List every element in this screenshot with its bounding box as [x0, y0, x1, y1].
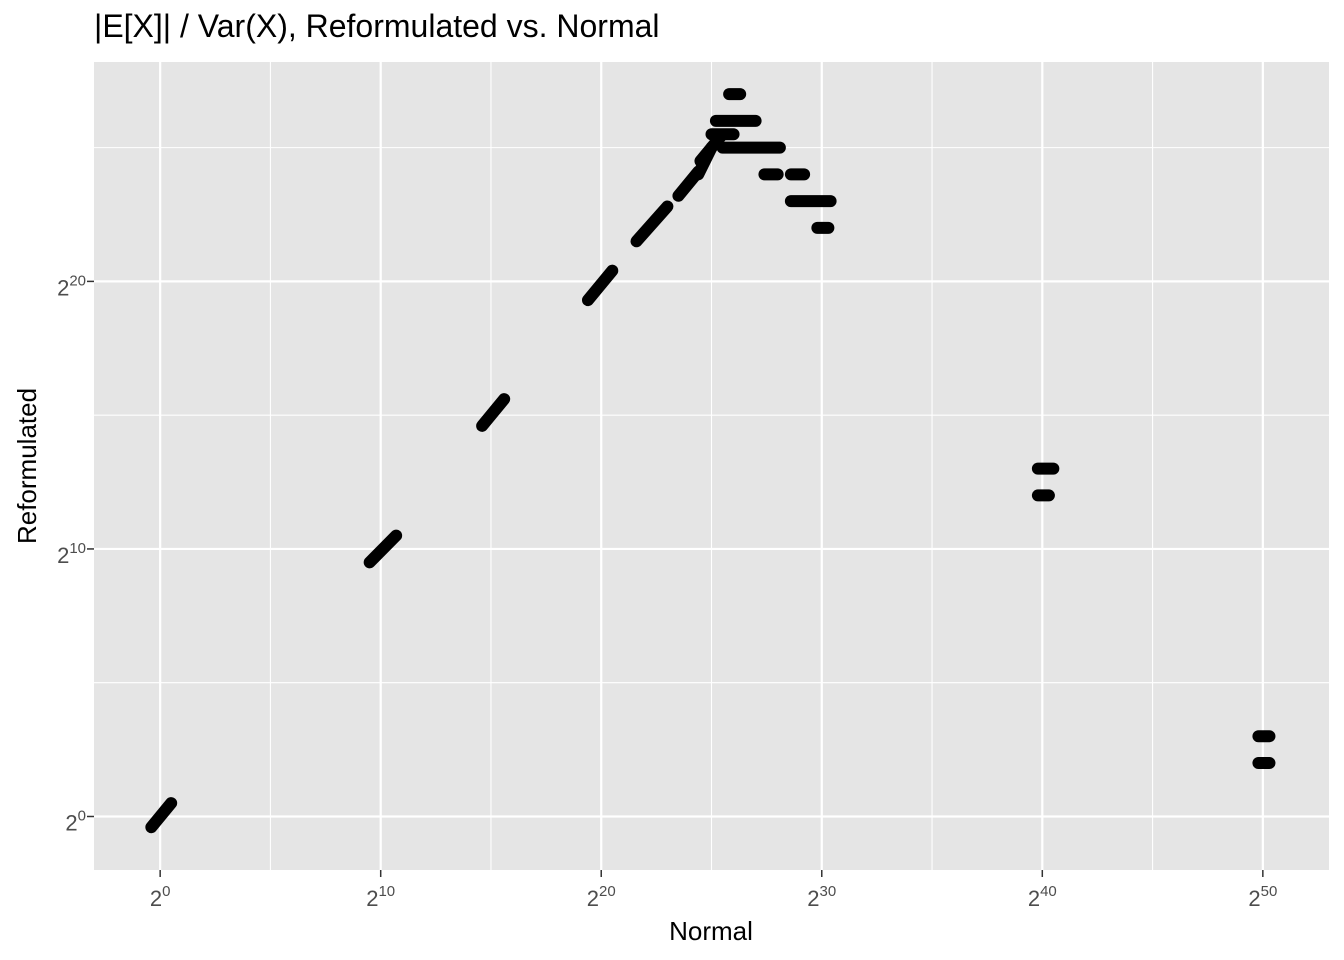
chart-title: |E[X]| / Var(X), Reformulated vs. Normal — [94, 8, 660, 44]
x-tick-label: 220 — [587, 883, 616, 911]
x-tick-label: 20 — [150, 883, 171, 911]
x-tick-label: 250 — [1248, 883, 1277, 911]
data-point-run — [582, 264, 619, 307]
x-tick-label: 210 — [366, 883, 395, 911]
data-point-run — [363, 529, 403, 569]
y-tick-label: 220 — [57, 272, 86, 300]
data-point-run — [630, 200, 674, 248]
axes: 20 210 220 230 240 250 20 210 220 — [57, 272, 1277, 911]
x-axis-title: Normal — [669, 916, 753, 946]
data-point-run — [694, 130, 727, 167]
x-tick-label: 240 — [1028, 883, 1057, 911]
x-tick-label: 230 — [807, 883, 836, 911]
data-point-run — [145, 797, 178, 834]
y-axis-title: Reformulated — [12, 388, 42, 544]
data-point-run — [476, 393, 511, 432]
y-tick-label: 20 — [65, 807, 86, 835]
y-tick-label: 210 — [57, 540, 86, 568]
data-points — [145, 88, 1276, 834]
